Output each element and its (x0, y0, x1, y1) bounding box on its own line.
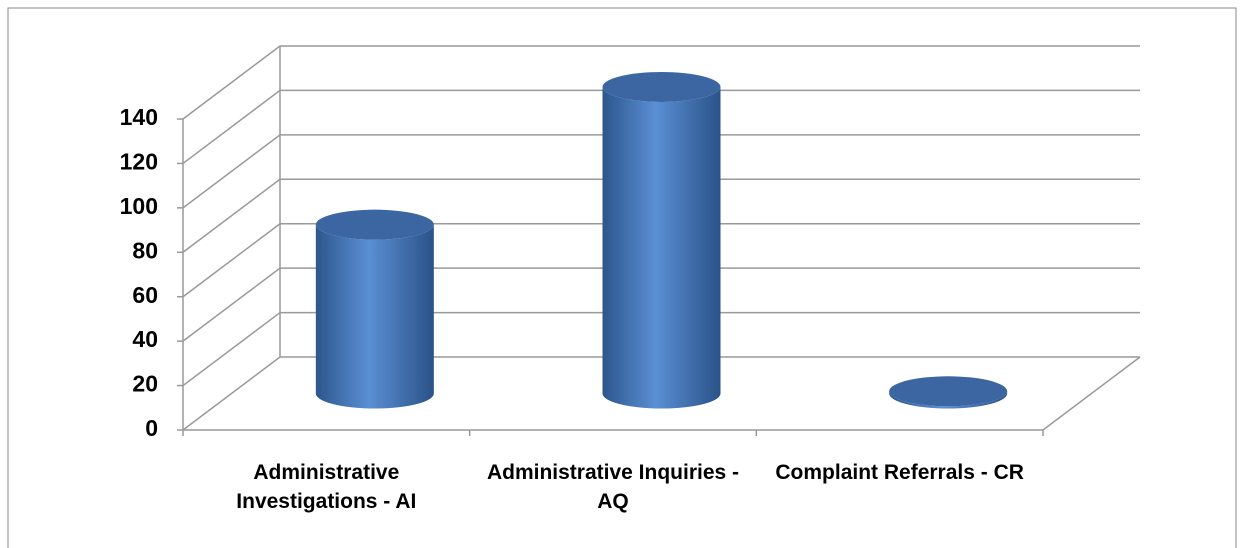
y-tick-label: 140 (120, 104, 158, 130)
y-tick-label: 20 (132, 371, 158, 397)
cylinder (315, 224, 434, 409)
grid-line (182, 178, 1140, 253)
y-tick-label: 40 (132, 326, 158, 352)
y-tick-label: 0 (145, 415, 158, 441)
grid-line (182, 222, 1140, 298)
grid-line (182, 356, 1140, 431)
cylinder-top (889, 376, 1008, 407)
x-tick-label: Administrative Investigations - AI (236, 461, 417, 513)
x-tick-label: Administrative Inquiries - AQ (486, 461, 740, 513)
cylinder (602, 86, 721, 409)
cylinder-top (315, 209, 434, 240)
y-tick-label: 120 (120, 149, 158, 175)
x-tick-label: Complaint Referrals - CR (775, 461, 1024, 484)
grid-line (182, 267, 1140, 342)
grid-line (182, 311, 1140, 387)
grid-line (182, 45, 1140, 120)
y-tick-label: 80 (132, 237, 158, 263)
grid-line (182, 89, 1140, 165)
chart-frame (7, 7, 1237, 548)
y-tick-label: 60 (132, 282, 158, 308)
grid-line (182, 134, 1140, 209)
cylinder-top (602, 71, 721, 102)
y-tick-label: 100 (120, 193, 158, 219)
